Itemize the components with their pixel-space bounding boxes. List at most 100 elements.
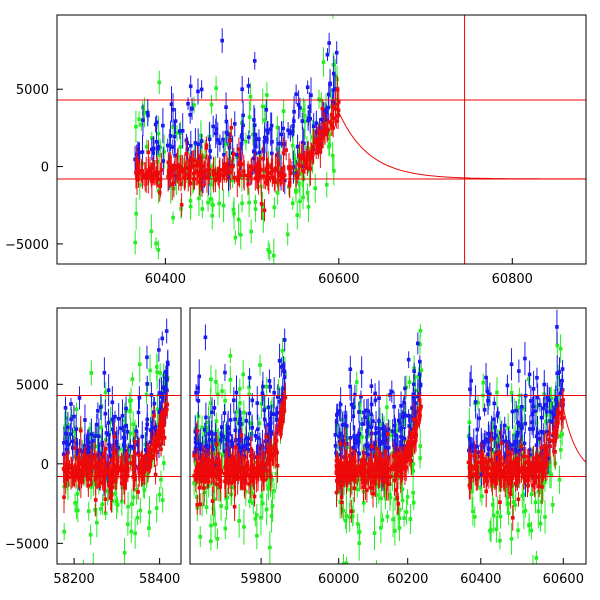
data-point: [292, 110, 296, 114]
data-point: [379, 526, 383, 530]
data-point: [261, 453, 265, 457]
scatter-points: [62, 319, 170, 580]
data-point: [255, 513, 259, 517]
data-point: [179, 182, 183, 186]
data-point: [326, 53, 330, 57]
data-point: [184, 173, 188, 177]
data-point: [269, 171, 273, 175]
data-point: [415, 423, 419, 427]
y-tick-label: 5000: [16, 83, 49, 98]
data-point: [287, 165, 291, 169]
data-point: [131, 377, 135, 381]
data-point: [147, 526, 151, 530]
data-point: [226, 458, 230, 462]
data-point: [161, 498, 165, 502]
data-point: [477, 416, 481, 420]
data-point: [528, 427, 532, 431]
data-point: [259, 516, 263, 520]
data-point: [160, 392, 164, 396]
data-point: [205, 444, 209, 448]
data-point: [120, 464, 124, 468]
data-point: [319, 150, 323, 154]
data-point: [377, 431, 381, 435]
data-point: [246, 461, 250, 465]
data-point: [114, 479, 118, 483]
data-point: [286, 233, 290, 237]
data-point: [370, 445, 374, 449]
data-point: [157, 145, 161, 149]
data-point: [204, 336, 208, 340]
data-point: [261, 501, 265, 505]
data-point: [157, 132, 161, 136]
data-point: [373, 392, 377, 396]
data-point: [231, 467, 235, 471]
data-point: [62, 530, 66, 534]
data-point: [197, 375, 201, 379]
data-point: [359, 473, 363, 477]
data-point: [522, 510, 526, 514]
data-point: [261, 385, 265, 389]
data-point: [196, 170, 200, 174]
data-point: [386, 432, 390, 436]
data-point: [403, 387, 407, 391]
data-point: [137, 117, 141, 121]
data-point: [281, 349, 285, 353]
data-point: [159, 478, 163, 482]
data-point: [358, 530, 362, 534]
data-point: [76, 509, 80, 513]
data-point: [209, 377, 213, 381]
scatter-points: [467, 310, 565, 594]
data-point: [411, 436, 415, 440]
data-point: [137, 453, 141, 457]
x-tick-label: 60400: [145, 272, 186, 287]
data-point: [161, 435, 165, 439]
data-point: [510, 537, 514, 541]
data-point: [87, 484, 91, 488]
data-point: [188, 113, 192, 117]
data-point: [136, 490, 140, 494]
data-point: [134, 212, 138, 216]
data-point: [123, 444, 127, 448]
data-point: [349, 436, 353, 440]
data-point: [323, 133, 327, 137]
data-point: [384, 472, 388, 476]
data-point: [402, 516, 406, 520]
data-point: [543, 515, 547, 519]
data-point: [511, 410, 515, 414]
data-point: [372, 468, 376, 472]
data-point: [256, 446, 260, 450]
data-point: [291, 201, 295, 205]
data-point: [90, 466, 94, 470]
data-point: [165, 378, 169, 382]
data-point: [319, 129, 323, 133]
data-point: [527, 524, 531, 528]
x-tick-label: 60800: [492, 272, 533, 287]
data-point: [247, 84, 251, 88]
data-point: [211, 448, 215, 452]
data-point: [393, 529, 397, 533]
data-point: [330, 124, 334, 128]
data-point: [261, 157, 265, 161]
data-point: [276, 191, 280, 195]
scatter-points: [334, 324, 424, 600]
data-point: [141, 150, 145, 154]
data-point: [264, 439, 268, 443]
data-point: [216, 537, 220, 541]
data-point: [138, 362, 142, 366]
data-point: [179, 165, 183, 169]
data-point: [145, 423, 149, 427]
data-point: [154, 473, 158, 477]
data-point: [83, 418, 87, 422]
data-point: [276, 464, 280, 468]
data-point: [69, 418, 73, 422]
data-point: [273, 449, 277, 453]
data-point: [216, 138, 220, 142]
data-point: [95, 521, 99, 525]
data-point: [210, 469, 214, 473]
data-point: [195, 503, 199, 507]
scatter-points: [133, 0, 340, 273]
data-point: [254, 169, 258, 173]
data-point: [145, 454, 149, 458]
data-point: [178, 129, 182, 133]
data-point: [332, 88, 336, 92]
